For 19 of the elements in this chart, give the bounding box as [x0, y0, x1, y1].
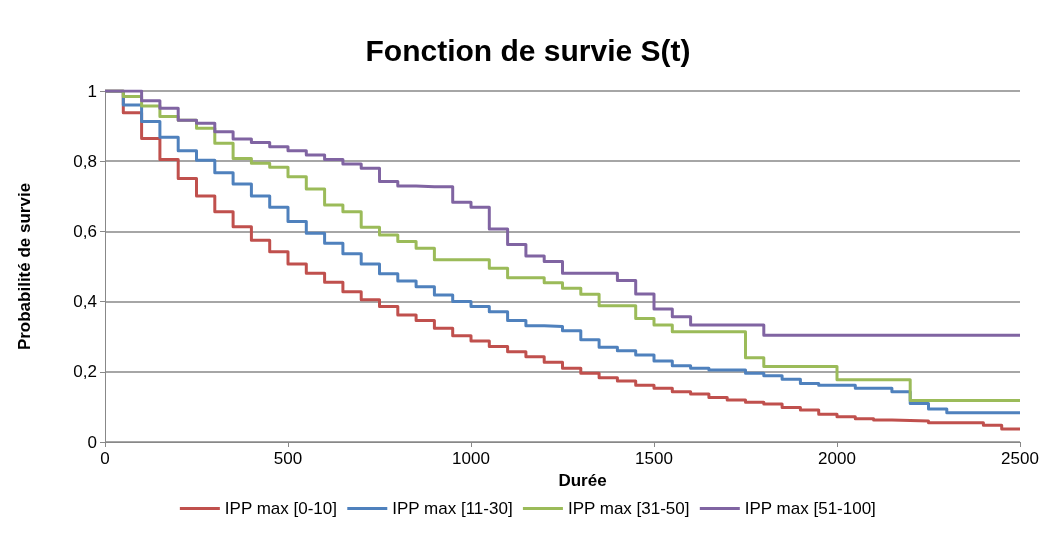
x-tick-label: 0 — [100, 449, 110, 468]
x-tick-label: 500 — [273, 449, 303, 468]
legend-label: IPP max [11-30] — [392, 499, 513, 518]
legend-label: IPP max [51-100] — [744, 499, 876, 518]
y-tick-label: 0,8 — [73, 151, 97, 171]
x-tick-label: 1000 — [452, 449, 490, 468]
y-tick-label: 0,2 — [73, 362, 97, 382]
y-tick-label: 0,6 — [73, 221, 97, 241]
y-tick-label: 0,4 — [73, 292, 97, 312]
y-tick-label: 0 — [87, 432, 97, 452]
x-tick-label: 1500 — [635, 449, 673, 468]
x-axis-title: Durée — [558, 470, 607, 490]
chart-title: Fonction de survie S(t) — [365, 33, 691, 67]
x-tick-label: 2000 — [818, 449, 856, 468]
legend-label: IPP max [31-50] — [567, 499, 690, 518]
y-tick-label: 1 — [87, 81, 97, 101]
y-axis-title: Probabilité de survie — [15, 182, 34, 351]
x-tick-label: 2500 — [1001, 449, 1039, 468]
legend-label: IPP max [0-10] — [224, 499, 337, 518]
